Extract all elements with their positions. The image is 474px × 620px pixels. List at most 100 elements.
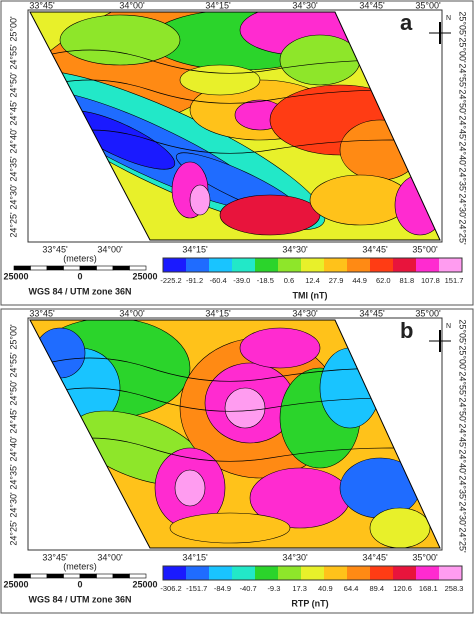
right-coord-label: 24°55' — [458, 63, 468, 89]
colorbar-swatch — [347, 258, 371, 272]
top-coord-label: 34°15' — [205, 0, 231, 10]
left-coord-label: 24°25' — [8, 212, 18, 238]
colorbar-tick-label: 120.6 — [393, 584, 412, 593]
colorbar-tick-label: 168.1 — [419, 584, 438, 593]
anomaly-map — [30, 320, 440, 548]
scale-segment — [112, 573, 130, 579]
right-coord-label: 25°05' — [458, 319, 468, 345]
colorbar-tick-label: 44.9 — [352, 276, 367, 285]
right-coord-label: 25°00' — [458, 345, 468, 371]
left-coord-label: 24°50' — [8, 380, 18, 406]
right-coord-label: 24°45' — [458, 115, 468, 141]
anomaly — [369, 507, 431, 548]
colorbar-swatch — [163, 566, 187, 580]
right-coord-label: 24°40' — [458, 449, 468, 475]
scale-segment — [79, 265, 97, 271]
scale-segment — [30, 265, 48, 271]
scale-segment — [46, 265, 64, 271]
colorbar-tick-label: -84.9 — [214, 584, 231, 593]
bottom-coord-label: 35°00' — [412, 244, 438, 254]
colorbar-frame — [162, 565, 463, 581]
colorbar-swatch — [416, 566, 440, 580]
scale-segment — [13, 265, 31, 271]
scale-unit: (meters) — [63, 253, 97, 263]
scale-segment — [112, 265, 130, 271]
bottom-coord-label: 34°30' — [282, 244, 308, 254]
colorbar-tick-label: 81.8 — [400, 276, 415, 285]
anomaly — [239, 327, 321, 369]
bottom-coord-label: 33°45' — [42, 244, 68, 254]
colorbar-swatch — [416, 258, 440, 272]
colorbar-tick-label: 151.7 — [445, 276, 464, 285]
scale-segment — [63, 573, 81, 579]
colorbar-swatch — [186, 258, 210, 272]
colorbar-tick-label: -306.2 — [160, 584, 181, 593]
colorbar-swatch — [255, 566, 279, 580]
colorbar-title: RTP (nT) — [291, 598, 328, 608]
anomaly-map — [30, 12, 440, 240]
colorbar-swatch — [393, 566, 417, 580]
colorbar-tick-label: -39.0 — [233, 276, 250, 285]
right-coord-label: 25°05' — [458, 11, 468, 37]
bottom-coord-label: 34°15' — [182, 552, 208, 562]
colorbar-tick-label: 0.6 — [284, 276, 294, 285]
right-coord-label: 24°30' — [458, 193, 468, 219]
colorbar-frame — [162, 257, 463, 273]
bottom-coord-label: 34°45' — [362, 244, 388, 254]
colorbar-tick-label: -18.5 — [257, 276, 274, 285]
anomaly — [279, 34, 361, 86]
scale-tick-label: 0 — [77, 579, 82, 589]
map-datum: WGS 84 / UTM zone 36N — [28, 594, 131, 604]
bottom-coord-label: 34°00' — [97, 244, 123, 254]
scale-segment — [129, 573, 147, 579]
colorbar-tick-label: 89.4 — [370, 584, 385, 593]
north-label: N — [446, 15, 451, 22]
colorbar-swatch — [232, 566, 256, 580]
colorbar-swatch — [255, 258, 279, 272]
scale-segment — [79, 573, 97, 579]
colorbar-tick-label: 17.3 — [292, 584, 307, 593]
colorbar-swatch — [232, 258, 256, 272]
right-coord-label: 24°25' — [458, 527, 468, 553]
right-coord-label: 24°50' — [458, 89, 468, 115]
right-coord-label: 24°55' — [458, 371, 468, 397]
top-coord-label: 34°00' — [119, 0, 145, 10]
colorbar-swatch — [301, 566, 325, 580]
panel: 33°45' 34°00' 34°15' 34°30' 34°45' 35°00' 33°4… — [0, 308, 474, 614]
left-coord-label: 25°00' — [8, 324, 18, 350]
colorbar-swatch — [209, 566, 233, 580]
left-coord-label: 24°25' — [8, 520, 18, 546]
right-coord-label: 24°35' — [458, 167, 468, 193]
colorbar-tick-label: 62.0 — [376, 276, 391, 285]
colorbar-title: TMI (nT) — [293, 290, 328, 300]
anomaly — [59, 14, 181, 66]
top-coord-label: 35°00' — [415, 0, 441, 10]
colorbar-swatch — [370, 566, 394, 580]
bottom-coord-label: 34°00' — [97, 552, 123, 562]
anomaly — [179, 64, 261, 96]
bottom-coord-label: 34°45' — [362, 552, 388, 562]
left-coord-label: 24°45' — [8, 408, 18, 434]
colorbar-swatch — [278, 566, 302, 580]
north-label: N — [446, 323, 451, 330]
scale-segment — [63, 265, 81, 271]
scale-segment — [30, 573, 48, 579]
scale-tick-label: 25000 — [132, 271, 157, 281]
colorbar-swatch — [186, 566, 210, 580]
left-coord-label: 24°35' — [8, 464, 18, 490]
colorbar-swatch — [324, 258, 348, 272]
right-coord-label: 24°40' — [458, 141, 468, 167]
scale-tick-label: 25000 — [132, 579, 157, 589]
colorbar-tick-label: -225.2 — [160, 276, 181, 285]
colorbar-swatch — [393, 258, 417, 272]
scale-unit: (meters) — [63, 561, 97, 571]
bottom-coord-label: 34°30' — [282, 552, 308, 562]
scale-segment — [96, 573, 114, 579]
top-coord-label: 34°45' — [359, 308, 385, 318]
right-coord-label: 24°35' — [458, 475, 468, 501]
survey-outline — [29, 319, 441, 549]
panel-border — [0, 0, 474, 306]
right-coord-label: 24°25' — [458, 219, 468, 245]
colorbar-tick-label: -60.4 — [210, 276, 227, 285]
